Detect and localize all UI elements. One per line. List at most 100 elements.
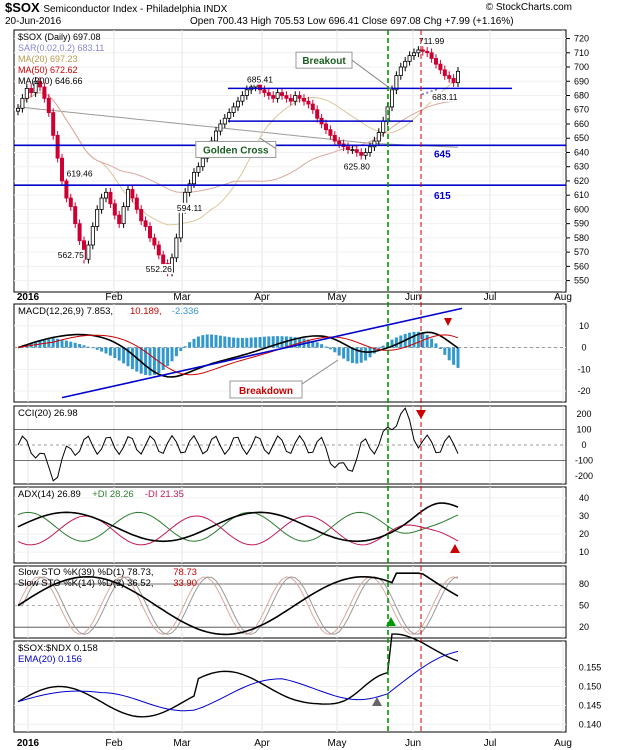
candle-body xyxy=(337,140,342,145)
macd-histogram-bar xyxy=(174,347,178,357)
candle-body xyxy=(73,206,78,225)
candle-body xyxy=(29,87,34,94)
price-annotation: 562.75 xyxy=(58,250,84,260)
candle-body xyxy=(174,237,179,259)
ratio-ema-line xyxy=(17,650,459,712)
candle-body xyxy=(15,107,20,112)
cci-line xyxy=(17,407,459,482)
price-tick-label: 620 xyxy=(574,176,589,186)
candle-body xyxy=(266,92,271,96)
adx-legend-entry: -DI 21.35 xyxy=(145,489,184,500)
price-annotation: 594.11 xyxy=(177,203,203,213)
month-tick-label: Jul xyxy=(484,292,497,303)
adx-line xyxy=(17,502,459,543)
candle-body xyxy=(143,220,148,227)
macd-histogram-bar xyxy=(346,347,350,362)
candle-body xyxy=(367,146,372,153)
candle-body xyxy=(55,134,60,159)
macd-histogram-bar xyxy=(333,347,337,353)
macd-histogram-bar xyxy=(289,336,293,348)
month-tick-label: 2016 xyxy=(17,738,40,749)
macd-histogram-bar xyxy=(223,336,227,348)
macd-signal-line xyxy=(17,334,459,376)
macd-histogram-bar xyxy=(122,347,126,364)
macd-histogram-bar xyxy=(170,347,174,362)
sto-legend-entry: 78.73 xyxy=(173,567,197,578)
macd-histogram-bar xyxy=(416,331,420,348)
macd-histogram-bar xyxy=(408,332,412,348)
price-annotation-bg xyxy=(65,168,94,179)
macd-histogram-bar xyxy=(166,347,170,367)
macd-histogram-bar xyxy=(443,347,447,355)
candle-body xyxy=(451,78,456,84)
macd-histogram-bar xyxy=(130,347,134,370)
sto-legend-entry: Slow STO %K(14) %D(3) 36.52, xyxy=(18,578,154,589)
macd-histogram-bar xyxy=(267,336,271,348)
candle-body xyxy=(187,183,192,193)
ratio-tick-label: 0.150 xyxy=(579,682,602,692)
candle-body xyxy=(416,49,421,54)
candle-body xyxy=(240,95,245,102)
month-tick-label: Mar xyxy=(173,738,191,749)
macd-histogram-bar xyxy=(262,336,266,348)
macd-histogram-bar xyxy=(355,347,359,364)
macd-histogram-bar xyxy=(95,347,99,350)
candle-body xyxy=(354,149,359,153)
candle-body xyxy=(288,97,293,102)
macd-histogram-bar xyxy=(104,347,108,354)
price-annotation-bg xyxy=(246,74,274,85)
candle-body xyxy=(147,226,152,239)
sto-legend-entry: Slow STO %K(39) %D(1) 78.73, xyxy=(18,567,154,578)
candle-body xyxy=(301,97,306,102)
candle-body xyxy=(121,206,126,225)
macd-histogram-bar xyxy=(183,346,187,348)
price-tick-label: 650 xyxy=(574,133,589,143)
candle-body xyxy=(156,244,161,256)
sto-tick-label: 50 xyxy=(579,601,589,611)
month-tick-label: Mar xyxy=(173,292,191,303)
candle-body xyxy=(438,63,443,71)
price-tick-label: 640 xyxy=(574,147,589,157)
candle-body xyxy=(297,95,302,99)
macd-legend-entry: -2.336 xyxy=(172,306,199,317)
macd-tick-label: 0 xyxy=(581,343,586,353)
candle-body xyxy=(442,69,447,76)
price-tick-label: 690 xyxy=(574,76,589,86)
price-tick-label: 600 xyxy=(574,204,589,214)
price-annotation-bg xyxy=(342,161,371,172)
breakdown-callout-box xyxy=(229,380,303,399)
candle-body xyxy=(284,95,289,99)
macd-histogram-bar xyxy=(196,336,200,348)
cci-tick-label: -100 xyxy=(575,456,593,466)
macd-histogram-bar xyxy=(249,337,253,348)
macd-legend-entry: 10.189, xyxy=(130,306,162,317)
month-tick-label: Jul xyxy=(484,738,497,749)
candle-body xyxy=(275,92,280,99)
month-tick-label: Jun xyxy=(405,292,421,303)
candle-body xyxy=(38,80,43,88)
price-tick-label: 680 xyxy=(574,91,589,101)
macd-histogram-bar xyxy=(86,346,90,348)
golden-cross-pointer xyxy=(259,137,277,149)
candle-body xyxy=(108,191,113,205)
ma50-line xyxy=(17,92,459,193)
sar-dot xyxy=(434,88,438,92)
macd-histogram-bar xyxy=(240,337,244,348)
candle-body xyxy=(213,130,218,142)
macd-histogram-bar xyxy=(372,347,376,354)
macd-histogram-bar xyxy=(394,337,398,348)
candle-body xyxy=(306,100,311,105)
macd-histogram-bar xyxy=(306,339,310,348)
macd-histogram-bar xyxy=(126,347,130,367)
ratio-legend-entry: $SOX:$NDX 0.158 xyxy=(18,643,98,654)
macd-histogram-bar xyxy=(100,347,104,352)
candle-body xyxy=(90,226,95,246)
price-tick-label: 590 xyxy=(574,219,589,229)
price-annotation: 625.80 xyxy=(344,162,370,172)
macd-histogram-bar xyxy=(324,346,328,348)
price-tick-label: 610 xyxy=(574,190,589,200)
candle-body xyxy=(104,191,109,199)
macd-histogram-bar xyxy=(214,334,218,348)
ratio-line xyxy=(17,633,459,718)
